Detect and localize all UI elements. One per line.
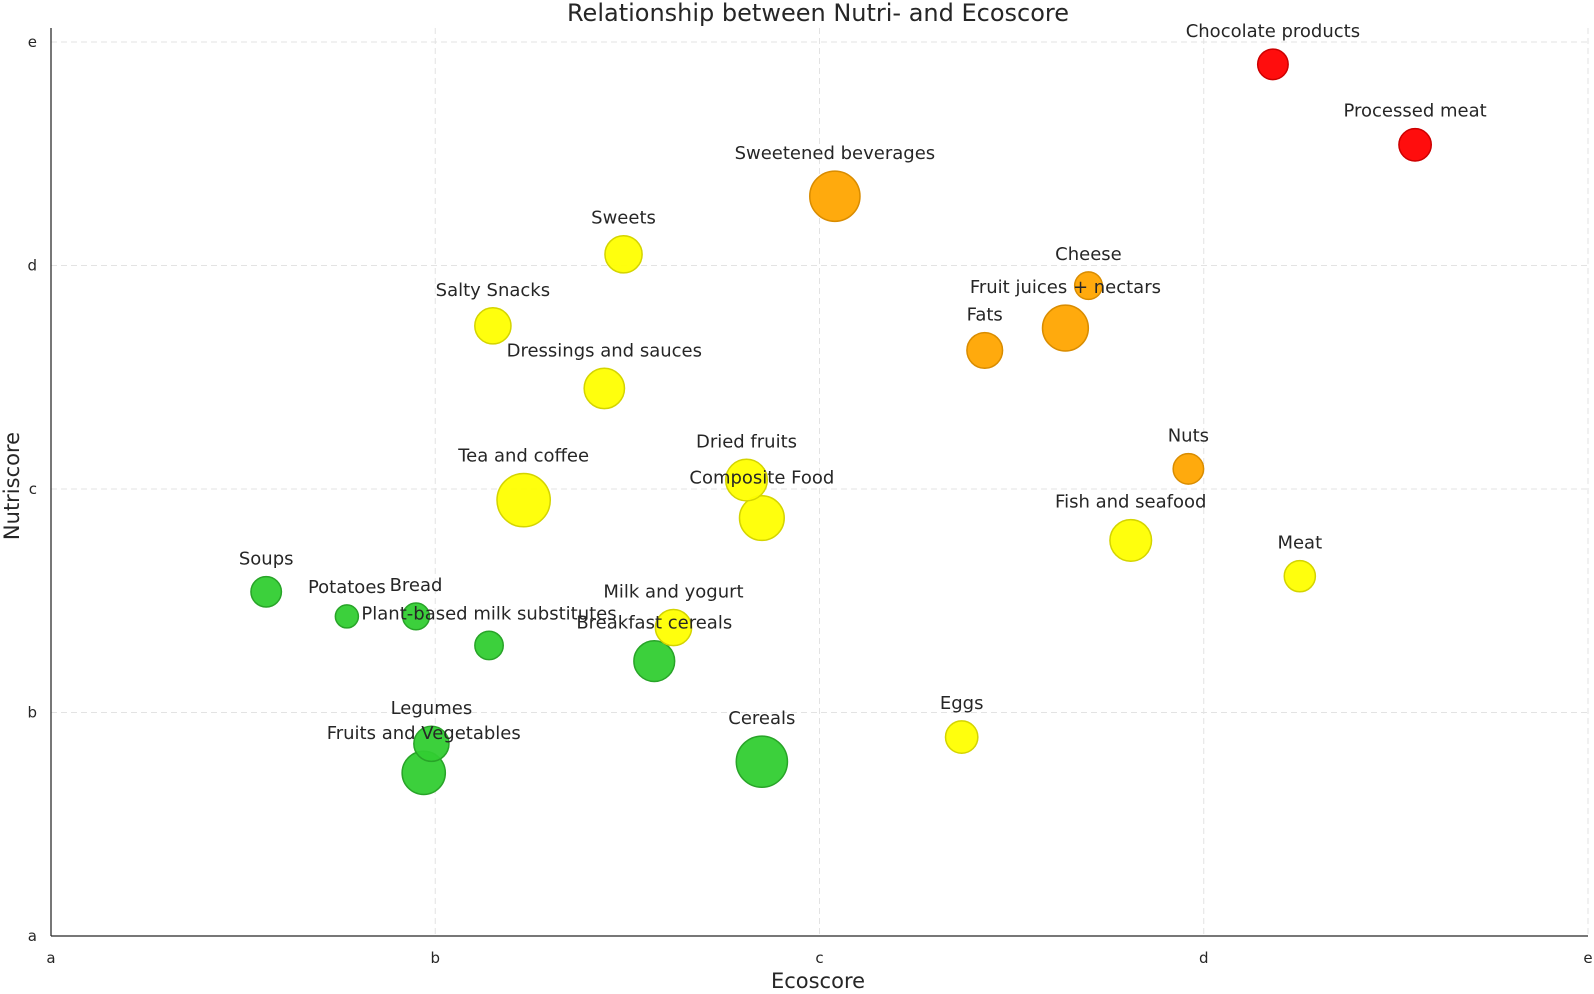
point-label: Cereals bbox=[728, 708, 795, 729]
point-label: Cheese bbox=[1055, 244, 1122, 265]
point-label: Breakfast cereals bbox=[576, 613, 732, 634]
point-label: Salty Snacks bbox=[436, 280, 550, 301]
point-label: Nuts bbox=[1168, 426, 1209, 447]
point-label: Tea and coffee bbox=[457, 446, 589, 467]
y-tick-label: b bbox=[27, 704, 37, 722]
scatter-point bbox=[966, 331, 1004, 370]
scatter-point bbox=[496, 472, 552, 528]
point-label: Plant-based milk substitutes bbox=[361, 603, 616, 624]
scatter-point bbox=[474, 307, 512, 345]
point-label: Fruits and Vegetables bbox=[327, 723, 521, 744]
scatter-point bbox=[1256, 48, 1289, 81]
point-label: Eggs bbox=[940, 693, 984, 714]
scatter-point bbox=[604, 234, 643, 274]
chart-title: Relationship between Nutri- and Ecoscore bbox=[567, 0, 1069, 27]
scatter-point bbox=[1041, 304, 1090, 352]
point-label: Legumes bbox=[391, 698, 473, 719]
scatter-point bbox=[1073, 271, 1104, 301]
point-label: Fish and seafood bbox=[1055, 492, 1206, 513]
y-axis-label: Nutriscore bbox=[0, 432, 24, 540]
point-label: Soups bbox=[239, 549, 294, 570]
point-label: Bread bbox=[390, 575, 443, 596]
x-tick-label: c bbox=[815, 949, 823, 967]
scatter-point bbox=[1283, 559, 1317, 593]
point-label: Fats bbox=[967, 305, 1003, 326]
scatter-point bbox=[1109, 518, 1153, 562]
scatter-point bbox=[401, 602, 431, 631]
x-tick-label: b bbox=[430, 949, 440, 967]
point-label: Milk and yogurt bbox=[603, 581, 743, 602]
point-label: Dressings and sauces bbox=[507, 340, 702, 361]
scatter-point bbox=[1398, 127, 1433, 162]
x-axis-label: Ecoscore bbox=[771, 969, 865, 993]
x-tick-label: d bbox=[1199, 949, 1209, 967]
point-label: Chocolate products bbox=[1186, 21, 1360, 42]
point-label: Processed meat bbox=[1343, 101, 1486, 122]
points-layer bbox=[250, 48, 1433, 796]
scatter-point bbox=[809, 170, 861, 223]
point-label: Dried fruits bbox=[696, 431, 797, 452]
scatter-point bbox=[413, 725, 450, 763]
point-label: Composite Food bbox=[689, 468, 834, 489]
x-tick-label: e bbox=[1583, 949, 1592, 967]
scatter-point bbox=[724, 458, 769, 502]
scatter-point bbox=[583, 367, 626, 410]
scatter-point bbox=[474, 630, 504, 661]
point-label: Meat bbox=[1277, 533, 1322, 554]
point-label: Sweetened beverages bbox=[735, 143, 936, 164]
y-tick-label: d bbox=[27, 257, 37, 275]
scatter-point bbox=[334, 604, 360, 629]
scatter-point bbox=[735, 735, 789, 788]
scatter-point bbox=[1172, 452, 1205, 485]
point-labels-layer: Chocolate products Processed meat Sweetene… bbox=[239, 21, 1487, 744]
point-label: Fruit juices + nectars bbox=[970, 277, 1161, 298]
point-label: Potatoes bbox=[308, 577, 386, 598]
scatter-point bbox=[250, 575, 283, 608]
x-tick-label: a bbox=[46, 949, 55, 967]
scatter-point bbox=[633, 639, 676, 683]
y-tick-label: e bbox=[28, 33, 37, 51]
scatter-point bbox=[738, 494, 785, 542]
point-label: Sweets bbox=[591, 208, 656, 229]
scatter-point bbox=[944, 720, 979, 755]
scatter-point bbox=[654, 608, 693, 647]
y-tick-label: c bbox=[29, 480, 37, 498]
axes-layer: a b c d e a b c d e bbox=[27, 28, 1593, 967]
y-tick-label: a bbox=[28, 927, 37, 945]
